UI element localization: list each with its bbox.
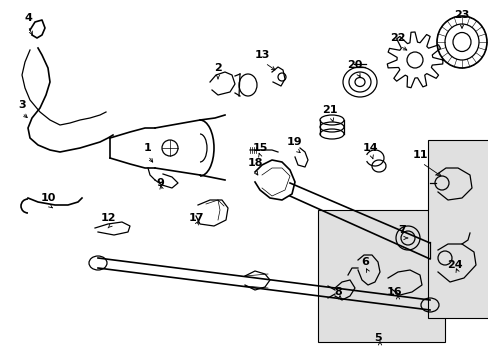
- Text: 18: 18: [247, 158, 262, 168]
- Text: 17: 17: [188, 213, 203, 223]
- Text: 24: 24: [446, 260, 462, 270]
- Text: 15: 15: [252, 143, 267, 153]
- Text: 13: 13: [254, 50, 269, 60]
- Text: 11: 11: [411, 150, 427, 160]
- Text: 21: 21: [322, 105, 337, 115]
- Text: 20: 20: [346, 60, 362, 70]
- Text: 8: 8: [333, 287, 341, 297]
- Text: 9: 9: [156, 178, 163, 188]
- Text: 22: 22: [389, 33, 405, 43]
- Text: 12: 12: [100, 213, 116, 223]
- Text: 7: 7: [397, 225, 405, 235]
- Text: 4: 4: [24, 13, 32, 23]
- Bar: [317, 210, 444, 342]
- Text: 14: 14: [362, 143, 377, 153]
- Text: 23: 23: [453, 10, 469, 20]
- Text: 10: 10: [40, 193, 56, 203]
- Text: 19: 19: [286, 137, 302, 147]
- Text: 6: 6: [360, 257, 368, 267]
- Text: 2: 2: [214, 63, 222, 73]
- Text: 16: 16: [386, 287, 402, 297]
- Text: 5: 5: [373, 333, 381, 343]
- Bar: [427, 140, 488, 318]
- Text: 1: 1: [144, 143, 152, 153]
- Text: 3: 3: [18, 100, 26, 110]
